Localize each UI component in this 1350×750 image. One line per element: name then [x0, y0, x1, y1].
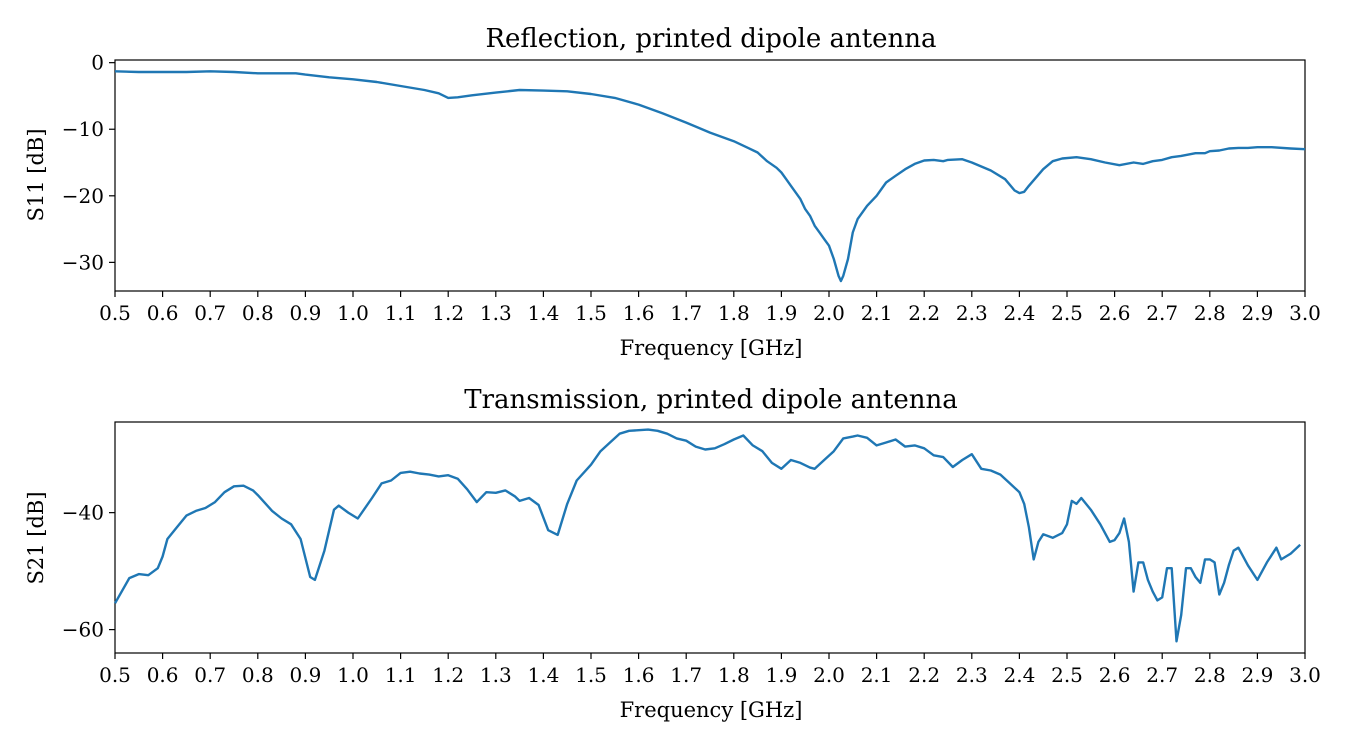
transmission-ytick-label: −60 — [62, 618, 104, 642]
transmission-xtick-label: 1.2 — [432, 663, 464, 687]
reflection-xtick-label: 3.0 — [1289, 301, 1321, 325]
reflection-xtick-label: 2.6 — [1099, 301, 1131, 325]
transmission-xtick-label: 2.0 — [813, 663, 845, 687]
transmission-xtick-label: 1.3 — [480, 663, 512, 687]
transmission-xtick-label: 0.6 — [147, 663, 179, 687]
reflection-xlabel: Frequency [GHz] — [620, 336, 803, 360]
reflection-xtick-label: 2.2 — [908, 301, 940, 325]
reflection-ytick-label: −30 — [62, 250, 104, 274]
transmission-ylabel: S21 [dB] — [24, 491, 48, 584]
transmission-ticks: 0.5 0.6 0.7 0.8 0.9 1.0 1.1 1.2 1.3 1.4 1.5 1.6 1.7 1… — [62, 501, 1321, 687]
reflection-xtick-label: 2.4 — [1003, 301, 1035, 325]
transmission-axes-frame — [114, 421, 1306, 654]
transmission-xtick-label: 1.5 — [575, 663, 607, 687]
transmission-xtick-label: 0.5 — [99, 663, 131, 687]
reflection-xtick-label: 0.6 — [147, 301, 179, 325]
reflection-xtick-label: 2.5 — [1051, 301, 1083, 325]
transmission-xtick-label: 2.7 — [1146, 663, 1178, 687]
reflection-xtick-label: 1.9 — [765, 301, 797, 325]
reflection-panel: Reflection, printed dipole antenna 0.5 0.… — [24, 24, 1321, 360]
reflection-s11-line — [114, 70, 1306, 283]
transmission-xlabel: Frequency [GHz] — [620, 698, 803, 722]
reflection-xtick-label: 1.5 — [575, 301, 607, 325]
reflection-ytick-label: 0 — [91, 51, 104, 75]
transmission-ytick-label: −40 — [62, 501, 104, 525]
reflection-xtick-label: 1.3 — [480, 301, 512, 325]
reflection-xtick-label: 1.7 — [670, 301, 702, 325]
transmission-xtick-label: 1.6 — [623, 663, 655, 687]
transmission-xtick-label: 2.4 — [1003, 663, 1035, 687]
reflection-xtick-label: 2.9 — [1241, 301, 1273, 325]
reflection-title: Reflection, printed dipole antenna — [485, 24, 936, 54]
transmission-xtick-label: 1.1 — [385, 663, 417, 687]
transmission-xtick-label: 1.4 — [527, 663, 559, 687]
reflection-ytick-label: −10 — [62, 117, 104, 141]
transmission-xtick-label: 0.7 — [194, 663, 226, 687]
reflection-xtick-label: 1.4 — [527, 301, 559, 325]
reflection-ticks: 0.5 0.6 0.7 0.8 0.9 1.0 1.1 1.2 1.3 1.4 1.5 1.6 1.7 1… — [62, 51, 1321, 325]
transmission-xtick-label: 2.6 — [1099, 663, 1131, 687]
reflection-xtick-label: 0.9 — [289, 301, 321, 325]
transmission-xtick-label: 1.8 — [718, 663, 750, 687]
reflection-xtick-label: 2.0 — [813, 301, 845, 325]
transmission-xtick-label: 0.8 — [242, 663, 274, 687]
transmission-xtick-label: 2.3 — [956, 663, 988, 687]
transmission-xtick-label: 2.5 — [1051, 663, 1083, 687]
transmission-title: Transmission, printed dipole antenna — [464, 385, 957, 415]
reflection-xtick-label: 2.8 — [1194, 301, 1226, 325]
reflection-xtick-label: 0.8 — [242, 301, 274, 325]
transmission-xtick-label: 1.0 — [337, 663, 369, 687]
reflection-xtick-label: 1.6 — [623, 301, 655, 325]
reflection-xtick-label: 2.7 — [1146, 301, 1178, 325]
reflection-xtick-label: 2.1 — [861, 301, 893, 325]
reflection-xtick-label: 0.7 — [194, 301, 226, 325]
transmission-xtick-label: 3.0 — [1289, 663, 1321, 687]
transmission-xtick-label: 2.2 — [908, 663, 940, 687]
reflection-ytick-label: −20 — [62, 184, 104, 208]
transmission-xtick-label: 0.9 — [289, 663, 321, 687]
reflection-xtick-label: 0.5 — [99, 301, 131, 325]
reflection-axes-frame — [114, 59, 1306, 292]
transmission-s21-line — [113, 428, 1302, 643]
transmission-xtick-label: 1.7 — [670, 663, 702, 687]
reflection-xtick-label: 2.3 — [956, 301, 988, 325]
reflection-ylabel: S11 [dB] — [24, 128, 48, 221]
transmission-xtick-label: 1.9 — [765, 663, 797, 687]
reflection-xtick-label: 1.0 — [337, 301, 369, 325]
transmission-xtick-label: 2.1 — [861, 663, 893, 687]
transmission-panel: Transmission, printed dipole antenna 0.5… — [24, 385, 1321, 722]
reflection-xtick-label: 1.1 — [385, 301, 417, 325]
reflection-xtick-label: 1.2 — [432, 301, 464, 325]
transmission-xtick-label: 2.8 — [1194, 663, 1226, 687]
reflection-xtick-label: 1.8 — [718, 301, 750, 325]
transmission-xtick-label: 2.9 — [1241, 663, 1273, 687]
